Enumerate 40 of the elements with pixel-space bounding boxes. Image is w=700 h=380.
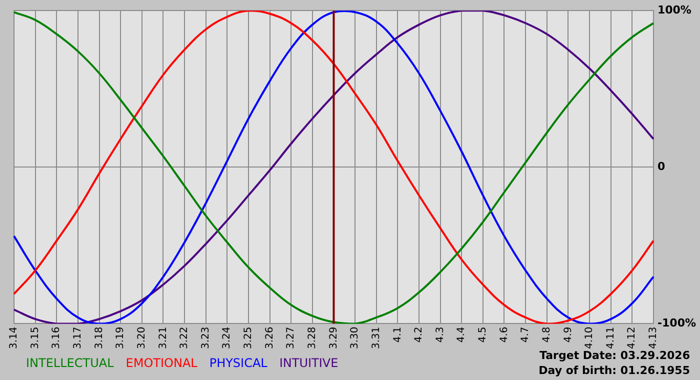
x-tick-label: 3.20 [136, 326, 148, 349]
x-tick-label: 4.13 [648, 326, 660, 349]
x-tick-label: 4.5 [478, 326, 489, 343]
x-tick-label: 3.25 [243, 326, 254, 349]
text: PHYSICAL [209, 356, 268, 370]
x-tick-label: 4.1 [392, 326, 404, 343]
x-tick-label: 3.27 [286, 326, 297, 349]
x-tick-label: 3.18 [94, 326, 105, 349]
x-tick-label: 3.31 [370, 326, 382, 349]
x-tick-label: 4.9 [562, 326, 574, 343]
x-tick-label: 3.29 [328, 326, 340, 349]
x-tick-label: 4.12 [626, 326, 638, 349]
x-tick-label: 3.19 [115, 326, 126, 349]
text: INTELLECTUAL [26, 356, 114, 370]
x-tick-label: 4.8 [541, 326, 552, 343]
text: EMOTIONAL [126, 356, 198, 370]
x-tick-label: 4.6 [498, 326, 510, 343]
y-tick-label: 100% [657, 3, 692, 16]
x-tick-label: 3.16 [51, 326, 62, 349]
x-tick-label: 4.3 [434, 326, 446, 343]
x-tick-label: 3.24 [222, 326, 233, 349]
x-tick-label: 4.10 [584, 326, 596, 349]
text: Day of birth: 01.26.1955 [538, 364, 690, 377]
x-tick-label: 3.26 [264, 326, 276, 349]
x-tick-label: 3.21 [158, 326, 169, 349]
x-tick-label: 3.23 [200, 326, 212, 349]
x-tick-label: 4.11 [605, 326, 616, 349]
x-tick-label: 4.4 [456, 326, 468, 343]
x-tick-label: 4.7 [520, 326, 532, 343]
text: INTUITIVE [279, 356, 338, 370]
x-tick-label: 4.2 [414, 326, 425, 343]
x-tick-label: 3.22 [179, 326, 190, 349]
x-tick-label: 3.15 [30, 326, 41, 349]
y-tick-label: 0 [657, 160, 666, 174]
text: Target Date: 03.29.2026 [540, 349, 690, 362]
x-tick-label: 3.17 [72, 326, 84, 349]
x-tick-label: 3.30 [350, 326, 361, 349]
x-tick-label: 3.14 [8, 326, 20, 349]
y-tick-label: -100% [657, 316, 696, 330]
x-tick-label: 3.28 [307, 326, 318, 349]
